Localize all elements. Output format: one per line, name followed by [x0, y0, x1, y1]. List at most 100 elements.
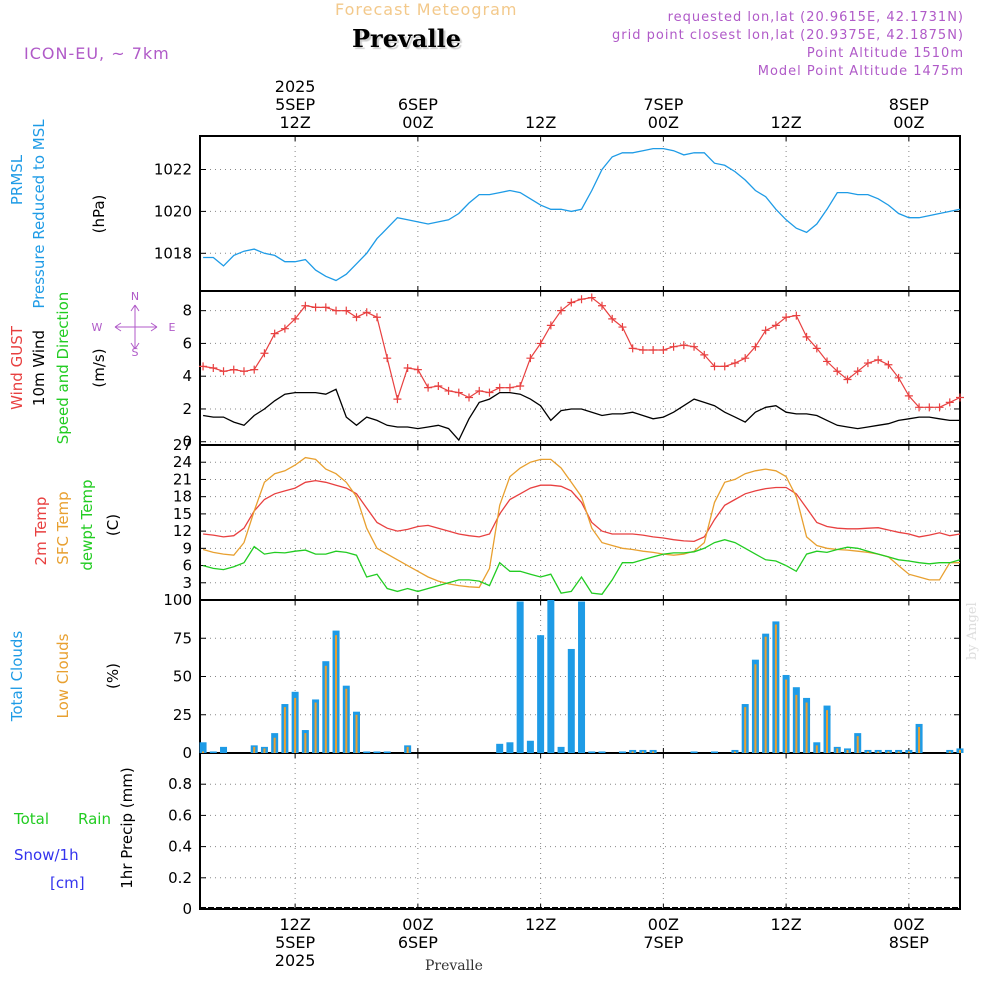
total-cloud-bar — [506, 742, 514, 753]
time-label-bottom: 2025 — [275, 951, 316, 970]
dewpt-line — [202, 539, 961, 595]
time-label-bottom: 00Z — [893, 915, 924, 934]
pressure-label: Pressure Reduced to MSL — [30, 119, 48, 309]
low-cloud-bar — [283, 707, 286, 753]
low-cloud-bar — [294, 697, 297, 753]
gust-marker — [280, 324, 289, 333]
wind-speed-line — [202, 388, 960, 442]
gust-marker — [516, 382, 525, 391]
sfc-temp-label: SFC Temp — [54, 491, 72, 564]
wind-label: 10m Wind — [30, 330, 48, 406]
gust-marker — [342, 306, 351, 315]
total-cloud-bar — [567, 648, 575, 753]
low-cloud-bar — [355, 714, 358, 753]
y-tick-label: 4 — [182, 367, 192, 385]
gust-marker — [710, 362, 719, 371]
low-cloud-bar — [253, 746, 256, 753]
compass-s: S — [132, 346, 139, 359]
panel-precip: 0 0.2 0.4 0.6 0.8 — [168, 752, 961, 918]
y-tick-label: 100 — [163, 591, 192, 609]
low-cloud-bar — [918, 726, 921, 753]
compass-e: E — [169, 321, 176, 334]
y-tick-label: 75 — [173, 629, 192, 647]
low-cloud-bar — [764, 636, 767, 753]
low-cloud-bar — [887, 751, 890, 753]
pressure-unit: (hPa) — [90, 195, 108, 234]
gust-marker — [863, 359, 872, 368]
gust-marker — [372, 313, 381, 322]
total-cloud-bar — [516, 601, 524, 753]
gust-marker — [301, 301, 310, 310]
total-cloud-bar — [598, 751, 606, 753]
gust-marker — [761, 326, 770, 335]
gust-marker — [894, 373, 903, 382]
gust-marker — [321, 303, 330, 312]
low-cloud-bar — [774, 624, 777, 753]
dewpt-label: dewpt Temp — [78, 479, 96, 570]
compass-rose — [114, 304, 158, 350]
gust-marker — [250, 365, 259, 374]
low-cloud-bar — [345, 688, 348, 753]
gust-marker — [362, 308, 371, 317]
total-cloud-bar — [547, 600, 555, 753]
y-tick-label: 9 — [182, 539, 192, 557]
total-cloud-bar — [618, 751, 626, 753]
gust-marker — [454, 388, 463, 397]
gust-marker — [424, 383, 433, 392]
total-cloud-bar — [526, 740, 534, 753]
low-cloud-bar — [826, 710, 829, 753]
gust-marker — [475, 386, 484, 395]
y-tick-label: 0.6 — [168, 806, 192, 824]
gust-marker — [833, 367, 842, 376]
gust-marker — [741, 354, 750, 363]
time-label-top: 00Z — [402, 113, 433, 132]
y-tick-label: 6 — [182, 334, 192, 352]
gust-marker — [270, 329, 279, 338]
y-tick-label: 1018 — [154, 244, 192, 262]
low-cloud-bar — [815, 745, 818, 753]
total-cloud-bar — [557, 746, 565, 753]
low-cloud-bar — [652, 751, 655, 753]
y-tick-label: 25 — [173, 706, 192, 724]
low-cloud-bar — [877, 751, 880, 753]
low-cloud-bar — [866, 751, 869, 753]
gust-marker — [434, 382, 443, 391]
low-cloud-bar — [795, 694, 798, 753]
low-cloud-bar — [959, 749, 961, 753]
gust-marker — [383, 354, 392, 363]
gust-marker — [659, 345, 668, 354]
gust-marker — [884, 360, 893, 369]
model-altitude: Model Point Altitude 1475m — [757, 64, 964, 79]
gust-marker — [219, 367, 228, 376]
y-tick-label: 0 — [182, 591, 192, 609]
grid-point-coords: grid point closest lon,lat (20.9375E, 42… — [612, 28, 964, 43]
low-cloud-bar — [897, 751, 900, 753]
wind-direction-label: Speed and Direction — [54, 292, 72, 445]
gust-marker — [915, 403, 924, 412]
y-tick-label: 50 — [173, 668, 192, 686]
model-label: ICON-EU, ~ 7km — [24, 44, 170, 63]
gust-marker — [843, 375, 852, 384]
low-cloud-bar — [314, 702, 317, 753]
gust-marker — [823, 357, 832, 366]
panel-frame — [199, 290, 961, 446]
panel-frame — [199, 752, 961, 910]
gust-marker — [393, 395, 402, 404]
low-cloud-bar — [846, 749, 849, 753]
total-cloud-bar — [220, 746, 228, 753]
total-cloud-bar — [199, 742, 207, 753]
gust-marker — [587, 293, 596, 302]
time-label-top: 7SEP — [643, 95, 683, 114]
y-tick-label: 6 — [182, 557, 192, 575]
y-tick-label: 3 — [182, 574, 192, 592]
temp-unit: (C) — [104, 514, 122, 536]
gust-marker — [628, 344, 637, 353]
time-label-top: 12Z — [525, 113, 556, 132]
gust-marker — [332, 306, 341, 315]
cloud-unit: (%) — [104, 663, 122, 689]
gust-marker — [956, 393, 964, 402]
gust-marker — [853, 367, 862, 376]
gust-marker — [608, 314, 617, 323]
